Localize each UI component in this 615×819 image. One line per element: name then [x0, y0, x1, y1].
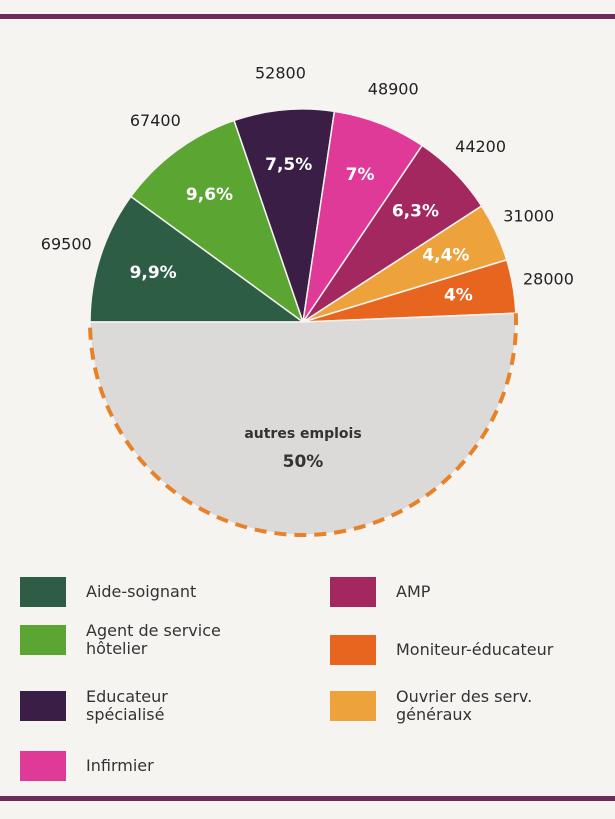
slice-value-label: 4,4% [422, 245, 469, 265]
slice-value-label: 9,9% [130, 263, 177, 283]
legend-label: Educateur spécialisé [86, 687, 168, 724]
slice-value-label: 4% [444, 286, 473, 306]
count-label: 48900 [368, 79, 419, 98]
legend-swatch [20, 577, 66, 607]
pie-slice [233, 108, 336, 323]
legend-swatch [20, 691, 66, 721]
slice-outline [88, 313, 518, 537]
legend-label: AMP [396, 582, 431, 601]
legend-label: Ouvrier des serv. généraux [396, 687, 533, 724]
slice-value-label: 50% [283, 452, 324, 472]
legend-item: Ouvrier des serv. généraux [330, 688, 566, 724]
legend-item: Educateur spécialisé [20, 688, 226, 724]
pie-slice [129, 119, 305, 325]
legend-label: Infirmier [86, 756, 154, 775]
legend-item: Aide-soignant [20, 574, 316, 610]
slice-value-label: 9,6% [186, 185, 233, 205]
legend-swatch [20, 751, 66, 781]
legend-item: Agent de service hôtelier [20, 622, 286, 658]
legend-label: Moniteur-éducateur [396, 640, 554, 659]
slice-value-label: 6,3% [392, 202, 439, 222]
count-label: 69500 [41, 234, 92, 253]
slice-value-label: 7% [346, 165, 375, 185]
legend-swatch [330, 691, 376, 721]
legend-swatch [20, 625, 66, 655]
legend-item: Infirmier [20, 748, 316, 784]
legend-swatch [330, 635, 376, 665]
count-label: 28000 [523, 270, 574, 289]
legend-item: Moniteur-éducateur [330, 632, 615, 668]
slice-category: autres emplois [244, 426, 361, 442]
pie-slice [89, 195, 306, 323]
count-label: 44200 [455, 137, 506, 156]
legend-swatch [330, 577, 376, 607]
count-label: 52800 [255, 64, 306, 83]
legend-label: Agent de service hôtelier [86, 621, 221, 658]
count-label: 67400 [130, 111, 181, 130]
legend-label: Aide-soignant [86, 582, 197, 601]
bottom-rule [0, 796, 615, 801]
count-label: 31000 [503, 206, 554, 225]
pie-slice [89, 312, 517, 536]
legend-item: AMP [330, 574, 615, 610]
slice-value-label: 7,5% [265, 155, 312, 175]
top-rule [0, 14, 615, 19]
